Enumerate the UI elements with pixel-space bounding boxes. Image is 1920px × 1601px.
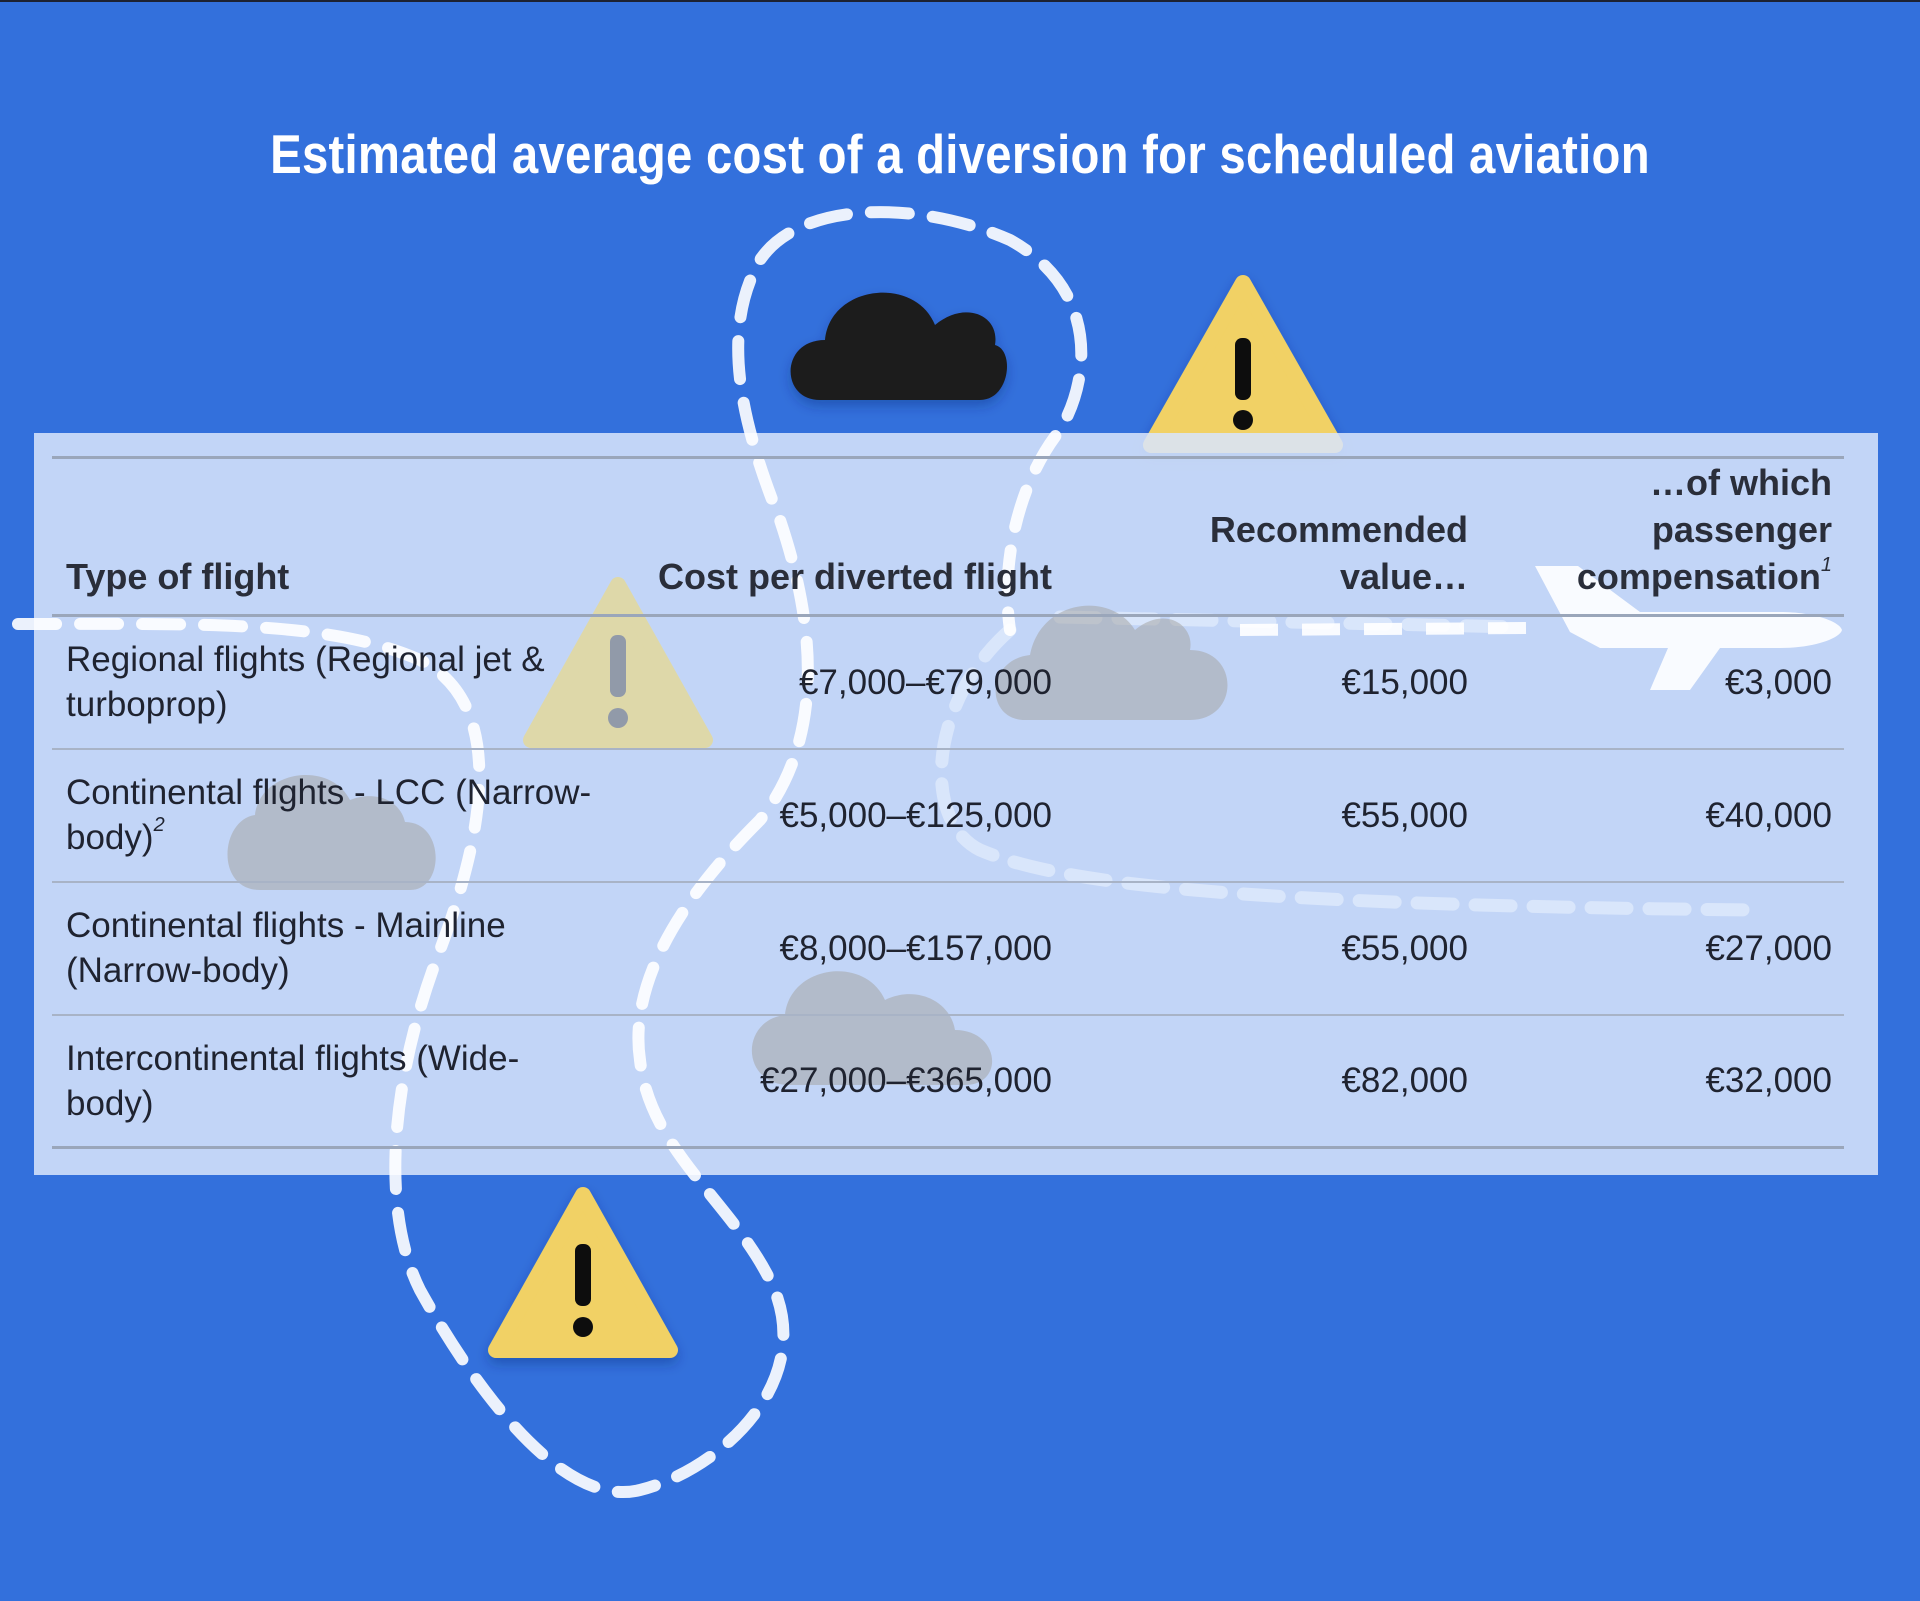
cell-flight-type-text: Continental flights - Mainline (Narrow-b… — [66, 906, 506, 990]
warning-triangle-icon — [488, 1187, 678, 1358]
storm-cloud-icon — [790, 292, 1007, 400]
table-row: Intercontinental flights (Wide-body) €27,… — [52, 1014, 1844, 1149]
header-compensation: …of which passenger compensation1 — [1480, 456, 1844, 617]
cell-flight-type-text: Continental flights - LCC (Narrow-body) — [66, 773, 592, 857]
top-border — [0, 0, 1920, 2]
cell-passenger-compensation: €40,000 — [1480, 748, 1844, 883]
dashed-flight-path — [12, 206, 1088, 1498]
cell-cost-range-text: €7,000–€79,000 — [798, 662, 1052, 702]
cell-cost-range-text: €8,000–€157,000 — [779, 928, 1053, 968]
cell-recommended-value: €15,000 — [1064, 615, 1480, 750]
cell-recommended-value: €55,000 — [1064, 748, 1480, 883]
header-compensation-label: …of which passenger compensation — [1576, 462, 1832, 597]
cell-flight-type: Intercontinental flights (Wide-body) — [52, 1014, 604, 1149]
cell-passenger-compensation-text: €32,000 — [1705, 1061, 1832, 1101]
cell-recommended-value-text: €82,000 — [1341, 1061, 1468, 1101]
cell-passenger-compensation-text: €27,000 — [1705, 928, 1832, 968]
table-row: Continental flights - LCC (Narrow-body)2… — [52, 748, 1844, 883]
table-row: Regional flights (Regional jet & turbopr… — [52, 615, 1844, 750]
cell-passenger-compensation: €32,000 — [1480, 1014, 1844, 1149]
cell-recommended-value-text: €15,000 — [1341, 662, 1468, 702]
footnote-marker: 2 — [153, 814, 165, 836]
page-title: Estimated average cost of a diversion fo… — [270, 123, 1650, 185]
cell-passenger-compensation: €27,000 — [1480, 881, 1844, 1016]
header-recommended: Recommended value… — [1064, 456, 1480, 617]
table-header-row: Type of flight Cost per diverted flight … — [52, 456, 1844, 617]
cell-passenger-compensation: €3,000 — [1480, 615, 1844, 750]
cell-flight-type: Continental flights - Mainline (Narrow-b… — [52, 881, 604, 1016]
diversion-cost-table: Type of flight Cost per diverted flight … — [52, 456, 1844, 1149]
cell-passenger-compensation-text: €40,000 — [1705, 795, 1832, 835]
cell-cost-range-text: €5,000–€125,000 — [779, 795, 1053, 835]
cell-flight-type: Continental flights - LCC (Narrow-body)2 — [52, 748, 604, 883]
cell-cost-range: €5,000–€125,000 — [604, 748, 1064, 883]
cell-flight-type: Regional flights (Regional jet & turbopr… — [52, 615, 604, 750]
cell-flight-type-text: Regional flights (Regional jet & turbopr… — [66, 640, 545, 725]
header-cost: Cost per diverted flight — [604, 456, 1064, 617]
cell-recommended-value-text: €55,000 — [1341, 928, 1468, 968]
header-type: Type of flight — [52, 456, 604, 617]
footnote-marker: 1 — [1820, 554, 1832, 576]
cell-cost-range: €7,000–€79,000 — [604, 615, 1064, 750]
cell-cost-range-text: €27,000–€365,000 — [760, 1061, 1052, 1101]
cell-cost-range: €8,000–€157,000 — [604, 881, 1064, 1016]
cost-table: Type of flight Cost per diverted flight … — [52, 456, 1844, 1149]
cell-recommended-value: €82,000 — [1064, 1014, 1480, 1149]
cell-cost-range: €27,000–€365,000 — [604, 1014, 1064, 1149]
table-row: Continental flights - Mainline (Narrow-b… — [52, 881, 1844, 1016]
cell-flight-type-text: Intercontinental flights (Wide-body) — [66, 1038, 520, 1123]
cell-recommended-value: €55,000 — [1064, 881, 1480, 1016]
cell-passenger-compensation-text: €3,000 — [1724, 662, 1832, 702]
cell-recommended-value-text: €55,000 — [1341, 795, 1468, 835]
